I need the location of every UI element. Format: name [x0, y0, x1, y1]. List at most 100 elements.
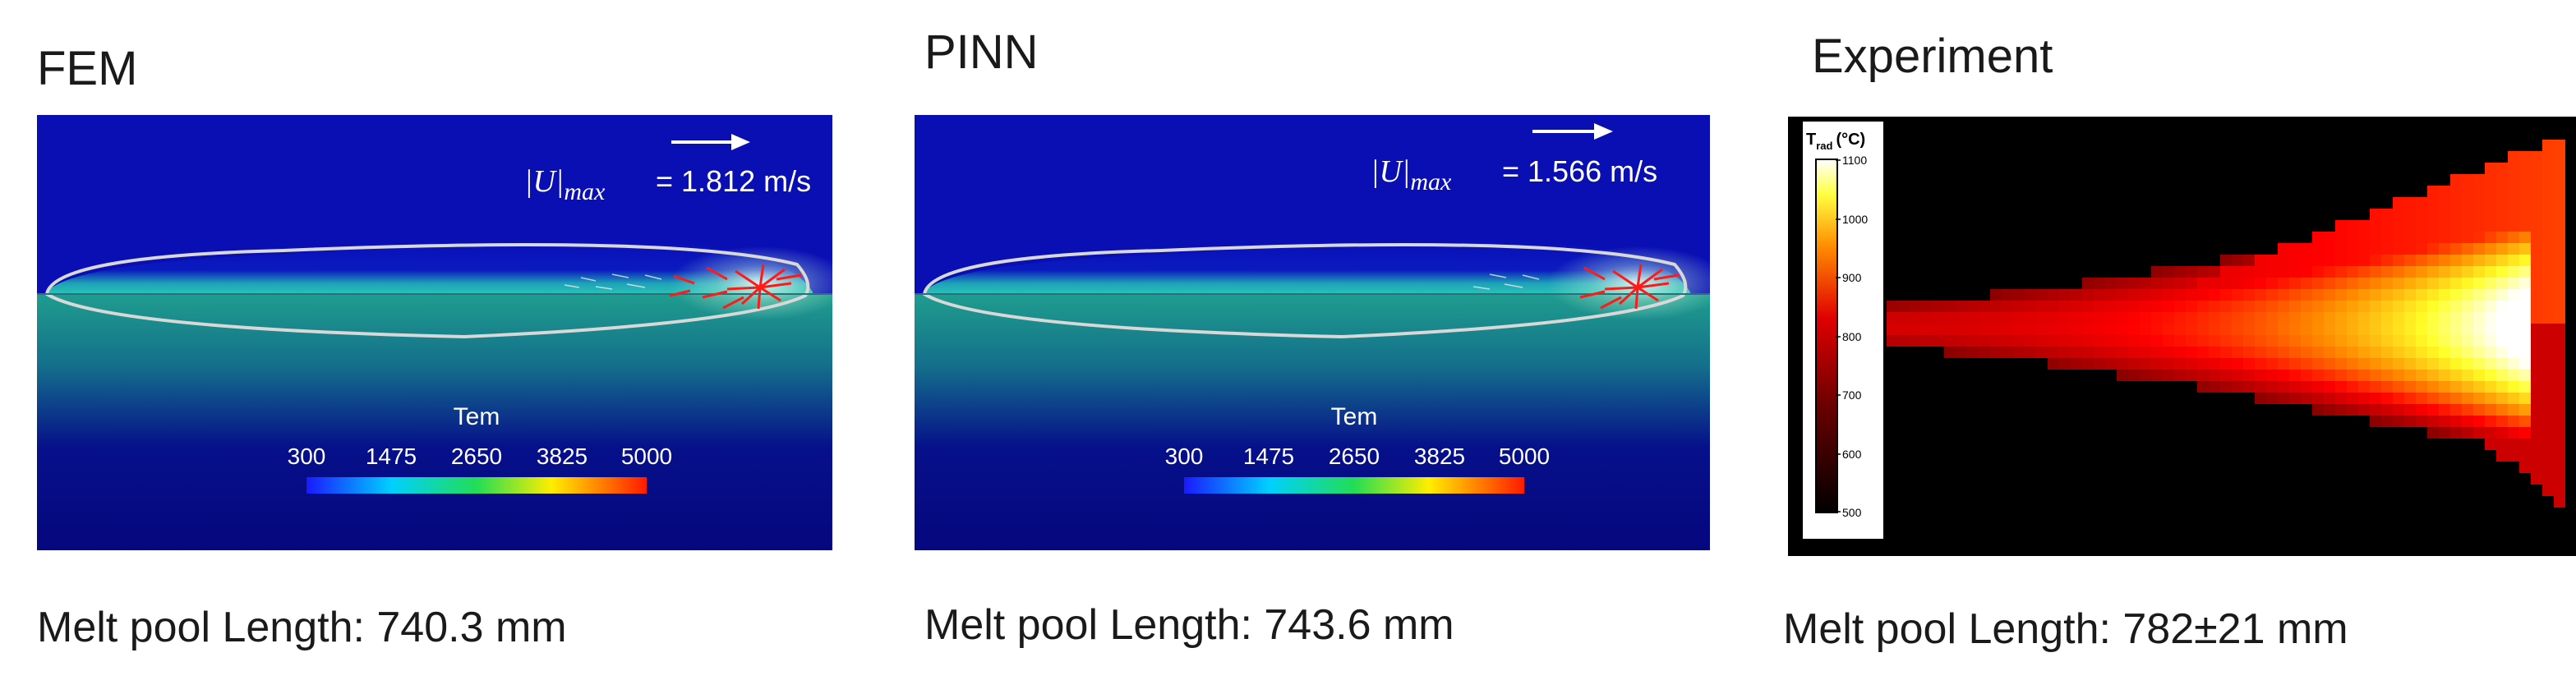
heat-cell [2519, 427, 2531, 439]
heat-cell [1921, 312, 1933, 324]
heat-cell [2324, 289, 2335, 301]
heat-cell [2186, 358, 2197, 370]
heat-cell [2232, 289, 2243, 301]
heat-cell [2485, 335, 2496, 347]
heat-cell [2358, 324, 2370, 335]
heat-cell [2542, 140, 2554, 151]
heat-cell [2278, 312, 2289, 324]
experiment-heat-map [1887, 140, 2565, 508]
heat-cell [2347, 370, 2358, 381]
heat-cell [1898, 335, 1910, 347]
pinn-umax-symbol: |U|max [1371, 154, 1452, 195]
heat-cell [2427, 381, 2439, 393]
fem-melt-pool-top [45, 241, 813, 294]
heat-cell [2519, 301, 2531, 312]
heat-cell [2381, 266, 2393, 278]
heat-cell [2358, 255, 2370, 266]
heat-cell [2025, 289, 2036, 301]
experiment-melt-pool-length: Melt pool Length: 782±21 mm [1783, 605, 2348, 653]
heat-cell [2450, 209, 2462, 220]
heat-cell [2508, 174, 2519, 186]
heat-cell [2393, 289, 2404, 301]
heat-cell [2381, 301, 2393, 312]
heat-cell [2243, 358, 2255, 370]
heat-cell [2140, 312, 2151, 324]
heat-cell [2301, 324, 2312, 335]
heat-cell [2071, 289, 2082, 301]
heat-cell [2036, 289, 2048, 301]
heat-cell [2324, 370, 2335, 381]
heat-cell [2370, 255, 2381, 266]
heat-cell [2473, 174, 2485, 186]
heat-cell [2347, 278, 2358, 289]
heat-cell [2370, 232, 2381, 243]
heat-cell [2485, 312, 2496, 324]
heat-cell [2370, 266, 2381, 278]
heat-cell [2025, 312, 2036, 324]
heat-cell [2289, 370, 2301, 381]
experiment-colorbar-tick: 500 [1842, 506, 1862, 519]
heat-cell [2232, 381, 2243, 393]
heat-cell [2186, 370, 2197, 381]
heat-cell [2473, 427, 2485, 439]
heat-cell [2278, 370, 2289, 381]
heat-cell [2358, 266, 2370, 278]
heat-cell [2324, 404, 2335, 416]
heat-cell [2554, 439, 2565, 450]
heat-cell [2496, 312, 2508, 324]
heat-cell [2554, 496, 2565, 508]
heat-cell [2209, 370, 2220, 381]
heat-cell [2485, 174, 2496, 186]
experiment-colorbar-tick: 1100 [1842, 154, 1867, 167]
heat-cell [2508, 278, 2519, 289]
heat-cell [2496, 324, 2508, 335]
pinn-velocity-label: = 1.566 m/s [1502, 154, 1657, 188]
heat-cell [2462, 370, 2473, 381]
heat-cell [2059, 324, 2071, 335]
heat-cell [2531, 462, 2542, 473]
heat-cell [2381, 404, 2393, 416]
heat-cell [2025, 335, 2036, 347]
fem-melt-pool-length: Melt pool Length: 740.3 mm [37, 604, 567, 651]
heat-cell [2370, 335, 2381, 347]
fem-colorbar-tick: 2650 [451, 444, 502, 469]
heat-cell [2209, 335, 2220, 347]
heat-cell [2450, 370, 2462, 381]
heat-cell [2508, 416, 2519, 427]
heat-cell [2508, 301, 2519, 312]
heat-cell [2059, 301, 2071, 312]
heat-cell [2071, 335, 2082, 347]
heat-cell [1933, 335, 1944, 347]
heat-cell [2450, 347, 2462, 358]
heat-cell [2335, 220, 2347, 232]
heat-cell [2174, 278, 2186, 289]
heat-cell [2071, 324, 2082, 335]
heat-cell [2370, 324, 2381, 335]
heat-cell [2266, 324, 2278, 335]
heat-cell [2347, 393, 2358, 404]
heat-cell [2404, 289, 2416, 301]
heat-cell [2335, 335, 2347, 347]
heat-cell [2358, 278, 2370, 289]
heat-cell [2312, 347, 2324, 358]
heat-cell [2128, 301, 2140, 312]
heat-cell [2140, 289, 2151, 301]
heat-cell [2278, 278, 2289, 289]
heat-cell [2473, 370, 2485, 381]
heat-cell [2117, 312, 2128, 324]
heat-cell [2496, 209, 2508, 220]
heat-cell [2255, 370, 2266, 381]
heat-cell [2427, 220, 2439, 232]
heat-cell [2324, 278, 2335, 289]
heat-cell [1933, 312, 1944, 324]
heat-cell [2485, 416, 2496, 427]
heat-cell [2381, 370, 2393, 381]
heat-cell [2416, 393, 2427, 404]
heat-cell [1979, 312, 1990, 324]
heat-cell [2025, 347, 2036, 358]
heat-cell [2542, 324, 2554, 335]
heat-cell [2462, 324, 2473, 335]
heat-cell [2094, 312, 2105, 324]
heat-cell [2393, 197, 2404, 209]
heat-cell [2554, 174, 2565, 186]
